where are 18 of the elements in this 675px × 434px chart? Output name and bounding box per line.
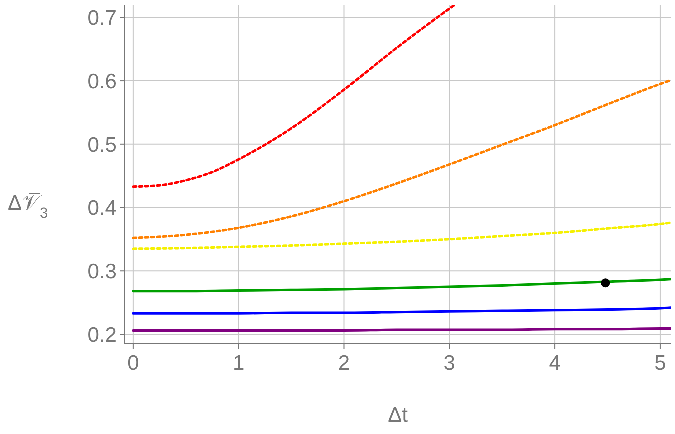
x-axis-title: Δt <box>388 404 408 427</box>
y-tick-label: 0.5 <box>88 134 117 157</box>
y-tick-label: 0.3 <box>88 260 117 284</box>
y-tick-label: 0.4 <box>88 197 118 220</box>
y-tick-label: 0.7 <box>88 7 117 30</box>
line-series <box>132 222 671 250</box>
x-tick-label: 5 <box>654 352 666 375</box>
y-tick-label: 0.2 <box>88 324 117 347</box>
x-tick-label: 3 <box>444 352 456 375</box>
x-tick-label: 4 <box>549 352 562 375</box>
y-tick-label: 0.6 <box>88 70 117 94</box>
y-axis-title: Δ𝒱̅$_{3}$ <box>8 192 48 222</box>
line-series <box>132 278 671 293</box>
line-series <box>132 5 456 188</box>
x-tick-label: 2 <box>338 352 350 375</box>
x-tick-label: 0 <box>128 352 140 375</box>
line-series <box>132 79 671 240</box>
x-tick-label: 1 <box>232 352 245 375</box>
